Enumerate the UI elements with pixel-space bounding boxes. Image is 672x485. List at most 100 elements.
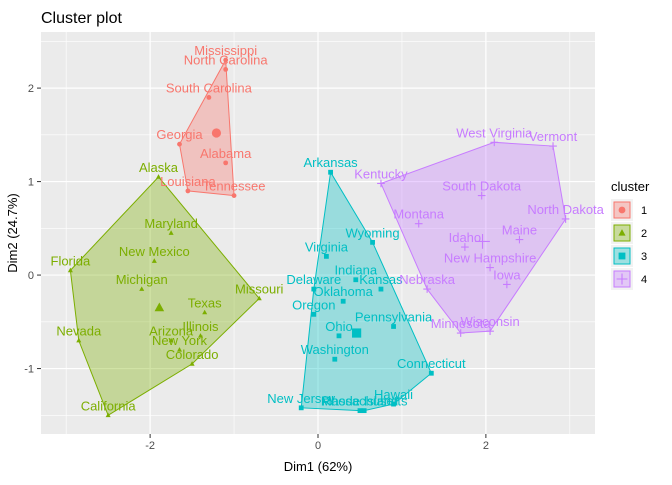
cluster-2-point — [151, 258, 157, 263]
y-tick-label: -1 — [24, 364, 34, 376]
x-tick-label: -2 — [145, 440, 155, 452]
point-label-wyoming: Wyoming — [346, 225, 400, 240]
cluster-2-point — [202, 309, 208, 315]
point-label-minnesota: Minnesota — [431, 316, 492, 331]
cluster-4-point — [456, 329, 465, 337]
legend-label-1: 1 — [641, 205, 647, 217]
y-axis-title: Dim2 (24.7%) — [5, 193, 20, 272]
cluster-2-point — [176, 347, 183, 352]
cluster-4-point — [561, 215, 570, 223]
point-label-alaska: Alaska — [139, 160, 179, 175]
legend-title: cluster — [611, 179, 650, 194]
point-label-nevada: Nevada — [56, 324, 102, 339]
cluster-4-point — [414, 219, 423, 228]
point-label-new-mexico: New Mexico — [119, 244, 190, 259]
point-label-massachusetts: Massachusetts — [321, 394, 408, 409]
cluster-4-point — [490, 138, 499, 147]
point-label-colorado: Colorado — [166, 347, 219, 362]
cluster-2-point — [189, 361, 195, 366]
cluster-3-point — [332, 356, 338, 362]
cluster-2-point — [197, 333, 203, 338]
legend-key-3-marker — [618, 252, 626, 260]
point-label-oregon: Oregon — [292, 297, 335, 312]
cluster-1-point — [223, 57, 229, 63]
point-label-rhode-island: Rhode Island — [322, 394, 399, 409]
cluster-3-point — [311, 286, 317, 292]
point-label-new-hampshire: New Hampshire — [444, 251, 536, 266]
cluster-4-center — [475, 234, 490, 249]
point-label-new-jersey: New Jersey — [267, 391, 335, 406]
point-label-alabama: Alabama — [200, 146, 252, 161]
legend-key-4-marker — [616, 273, 628, 285]
point-label-michigan: Michigan — [116, 272, 168, 287]
cluster-4-point — [486, 327, 494, 336]
point-label-maryland: Maryland — [144, 216, 197, 231]
point-label-california: California — [81, 398, 137, 413]
point-label-west-virginia: West Virginia — [456, 125, 533, 140]
point-label-vermont: Vermont — [529, 129, 578, 144]
point-label-delaware: Delaware — [286, 272, 341, 287]
point-label-nebraska: Nebraska — [399, 272, 455, 287]
cluster-2-point — [156, 174, 162, 179]
point-label-north-dakota: North Dakota — [527, 202, 604, 217]
point-label-texas: Texas — [188, 295, 222, 310]
point-label-maine: Maine — [502, 223, 537, 238]
cluster-2-point — [168, 337, 174, 343]
point-label-idaho: Idaho — [449, 230, 482, 245]
point-label-virginia: Virginia — [305, 239, 349, 254]
cluster-4-point — [477, 191, 486, 200]
point-label-north-carolina: North Carolina — [184, 52, 269, 67]
point-label-mississippi: Mississippi — [194, 43, 257, 58]
cluster-4-point — [549, 142, 557, 150]
cluster-3-point — [336, 333, 342, 339]
cluster-3-point — [311, 311, 317, 317]
cluster-1-point — [231, 193, 237, 199]
x-axis-title: Dim1 (62%) — [284, 459, 353, 474]
cluster-1-point — [223, 160, 229, 166]
cluster-3-point — [361, 408, 367, 414]
chart-title: Cluster plot — [41, 10, 122, 27]
point-label-connecticut: Connecticut — [397, 356, 466, 371]
cluster-3-point — [328, 169, 333, 175]
point-label-louisiana: Louisiana — [160, 174, 216, 189]
point-label-montana: Montana — [393, 207, 444, 222]
cluster-3-point — [323, 253, 329, 259]
point-label-oklahoma: Oklahoma — [314, 284, 374, 299]
cluster-3-point — [391, 324, 396, 329]
point-label-illinois: Illinois — [182, 319, 219, 334]
cluster-3-center — [352, 328, 362, 338]
cluster-1-point — [185, 188, 191, 194]
major-gridlines — [41, 32, 595, 434]
cluster-2-point — [76, 337, 82, 343]
cluster-points — [67, 57, 570, 418]
axis-ticks: -2 0 2 -1 0 1 2 — [24, 83, 489, 452]
point-label-pennsylvania: Pennsylvania — [355, 309, 433, 324]
point-label-florida: Florida — [51, 253, 92, 268]
cluster-4-point — [461, 243, 469, 251]
point-label-washington: Washington — [301, 342, 369, 357]
cluster-2-point — [256, 295, 262, 301]
cluster-3-point — [428, 370, 434, 376]
legend-key-1-marker — [618, 206, 626, 214]
point-label-hawaii: Hawaii — [374, 387, 413, 402]
cluster-4-point — [486, 263, 494, 272]
y-tick-label: 1 — [28, 177, 34, 189]
cluster-1-point — [206, 95, 212, 100]
point-label-wisconsin: Wisconsin — [460, 314, 519, 329]
legend-label-2: 2 — [641, 228, 647, 240]
point-label-new-york: New York — [152, 333, 207, 348]
point-label-south-carolina: South Carolina — [166, 80, 253, 95]
point-label-arkansas: Arkansas — [303, 155, 358, 170]
cluster-1-center — [211, 128, 222, 138]
cluster-2-center — [154, 302, 165, 312]
point-label-arizona: Arizona — [149, 324, 194, 339]
legend-key-2-marker — [618, 229, 626, 236]
cluster-3-point — [340, 298, 346, 304]
legend: 1 2 3 4 — [611, 199, 647, 290]
cluster-3-point — [391, 401, 396, 407]
point-label-missouri: Missouri — [235, 281, 284, 296]
cluster-4-point — [515, 235, 524, 244]
point-label-iowa: Iowa — [493, 267, 521, 282]
